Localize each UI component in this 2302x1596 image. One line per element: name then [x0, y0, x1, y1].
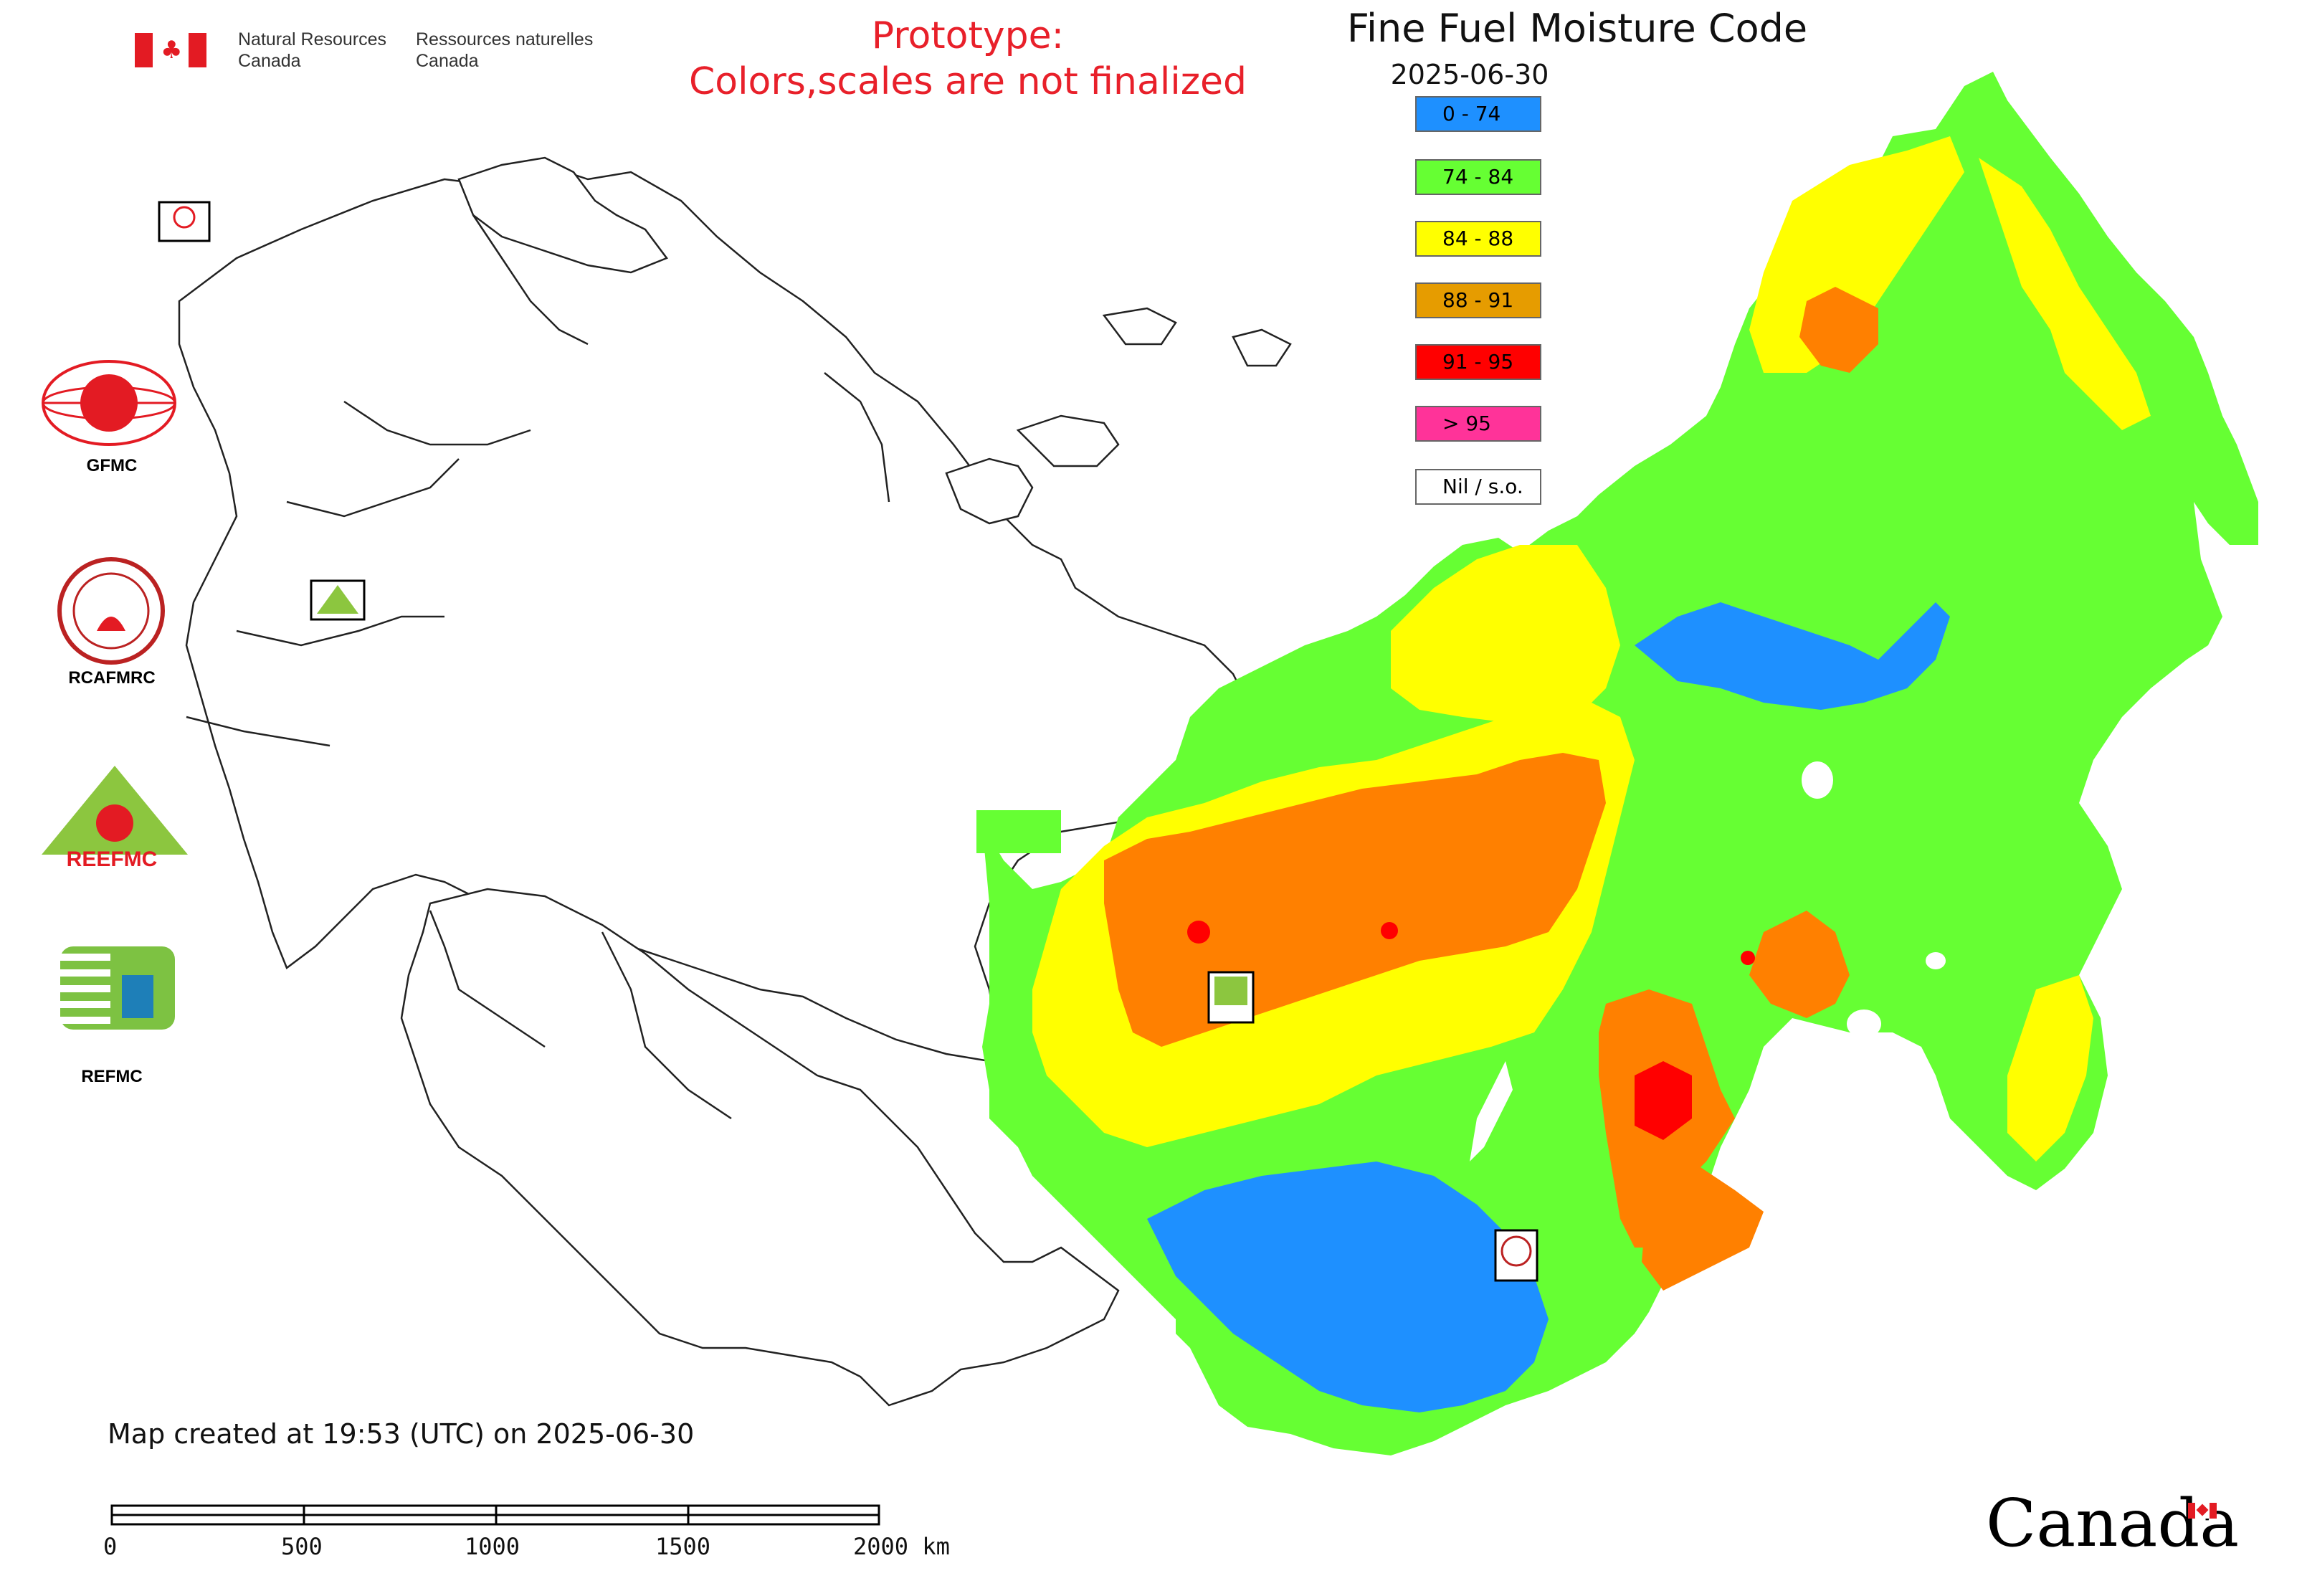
government-signature: ♣ Natural Resources Canada Ressources na…: [135, 27, 608, 77]
gfmc-logo-icon: [42, 360, 176, 446]
scale-tick-label: 1000: [465, 1533, 520, 1560]
reefmc-logo-icon: [42, 766, 188, 855]
reefmc-marker-icon: [310, 579, 366, 621]
legend-item-88-91: 88 - 91: [1415, 282, 1541, 318]
canada-wordmark-flag-icon: [2188, 1503, 2217, 1519]
rcafmrc-logo-label: RCAFMRC: [68, 668, 156, 688]
map-date: 2025-06-30: [1390, 59, 1549, 90]
refmc-marker-icon: [1207, 971, 1255, 1024]
legend-item-84-88: 84 - 88: [1415, 221, 1541, 257]
rcafmrc-logo-icon: [57, 557, 165, 665]
canada-wordmark: Canada: [1986, 1485, 2240, 1562]
agency-name-fr: Ressources naturelles Canada: [416, 29, 594, 71]
canada-flag-icon: ♣: [135, 33, 206, 67]
gfmc-marker-icon: [158, 201, 211, 242]
legend-item-gt-95: > 95: [1415, 406, 1541, 442]
rcafmrc-marker-icon: [1494, 1229, 1538, 1282]
refmc-logo-icon: [60, 946, 175, 1030]
scale-tick-label: 2000 km: [853, 1533, 950, 1560]
refmc-logo-label: REFMC: [81, 1067, 143, 1086]
prototype-notice-line2: Colors,scales are not finalized: [688, 60, 1247, 103]
legend-item-91-95: 91 - 95: [1415, 344, 1541, 380]
prototype-notice: Prototype: Colors,scales are not finaliz…: [645, 13, 1290, 105]
gfmc-logo-label: GFMC: [86, 456, 138, 475]
scale-tick-label: 1500: [655, 1533, 711, 1560]
scale-tick-label: 0: [103, 1533, 118, 1560]
scale-bar: [110, 1504, 880, 1526]
map-title: Fine Fuel Moisture Code: [1346, 6, 1808, 51]
agency-name-en: Natural Resources Canada: [238, 29, 387, 71]
map-created-timestamp: Map created at 19:53 (UTC) on 2025-06-30: [108, 1418, 695, 1450]
legend-item-nil: Nil / s.o.: [1415, 469, 1541, 505]
scale-tick-label: 500: [281, 1533, 323, 1560]
legend-item-74-84: 74 - 84: [1415, 159, 1541, 195]
legend-item-0-74: 0 - 74: [1415, 96, 1541, 132]
reefmc-logo-wordmark: REEFMC: [66, 847, 158, 871]
prototype-notice-line1: Prototype:: [871, 14, 1065, 57]
